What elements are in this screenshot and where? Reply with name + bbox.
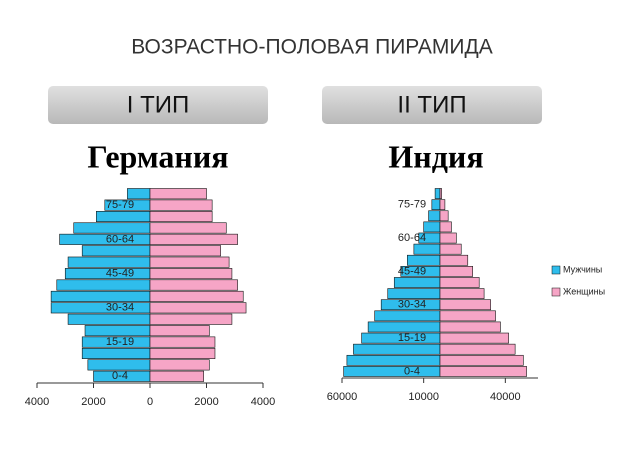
category-label: 0-4 [404, 365, 420, 377]
legend-label: Женщины [563, 286, 605, 296]
bar [127, 188, 151, 200]
bar [81, 347, 151, 359]
slide-title: ВОЗРАСТНО-ПОЛОВАЯ ПИРАМИДА [131, 36, 493, 59]
bar [439, 188, 442, 199]
bar [423, 221, 441, 233]
bar [149, 211, 213, 223]
bar [149, 199, 213, 211]
bar [413, 243, 441, 255]
bar [149, 313, 233, 325]
bar [59, 233, 151, 245]
type-header: I ТИП [127, 91, 190, 118]
header-box [322, 86, 542, 124]
bar [149, 347, 216, 359]
category-label: 60-64 [106, 233, 134, 245]
category-label: 45-49 [398, 265, 426, 277]
bar [149, 188, 207, 200]
bar [149, 279, 238, 291]
bar [439, 243, 462, 255]
bar [439, 366, 527, 377]
bar [73, 222, 151, 234]
bar [393, 277, 441, 288]
bar [67, 313, 151, 325]
bar [149, 256, 230, 268]
bar [439, 221, 452, 233]
type-header: II ТИП [397, 91, 466, 118]
bar [149, 302, 247, 314]
x-tick-label: 0 [147, 396, 153, 408]
chart-title: Индия [388, 138, 483, 174]
bar [439, 332, 509, 344]
category-label: 15-19 [398, 332, 426, 344]
x-tick-label: 60000 [327, 391, 358, 403]
bar [149, 245, 221, 257]
bar [439, 199, 446, 211]
header-box [48, 86, 268, 124]
x-tick-label: 10000 [408, 391, 439, 403]
x-tick-label: 2000 [81, 396, 105, 408]
bar [434, 188, 441, 199]
bar [439, 266, 473, 277]
bar [439, 210, 449, 222]
bar [96, 211, 151, 223]
legend-swatch [551, 265, 561, 275]
bar [50, 302, 151, 314]
bar [346, 354, 441, 366]
category-label: 75-79 [398, 199, 426, 211]
legend-swatch [551, 287, 561, 297]
bar [149, 325, 210, 337]
bar [56, 279, 151, 291]
bar [353, 343, 441, 355]
category-label: 15-19 [106, 336, 134, 348]
x-tick-label: 4000 [251, 396, 275, 408]
x-tick-label: 40000 [490, 391, 521, 403]
bar [367, 321, 441, 333]
legend-label: Мужчины [563, 264, 602, 274]
bar [149, 370, 204, 382]
bar [407, 254, 441, 266]
category-label: 45-49 [106, 267, 134, 279]
bar [50, 290, 151, 302]
bar [387, 288, 441, 299]
bar [439, 254, 469, 266]
bar [87, 359, 151, 371]
bar [149, 290, 244, 302]
chart-title: Германия [87, 138, 228, 174]
x-tick-label: 4000 [25, 396, 49, 408]
category-label: 60-64 [398, 232, 426, 244]
bar [439, 354, 524, 366]
bar [84, 325, 151, 337]
bar [81, 245, 151, 257]
bar [439, 299, 491, 311]
bar [149, 336, 216, 348]
category-label: 30-34 [398, 299, 426, 311]
bar [149, 359, 210, 371]
bar [149, 233, 238, 245]
bar [428, 210, 441, 222]
bar [439, 343, 516, 355]
category-label: 75-79 [106, 199, 134, 211]
bar [431, 199, 441, 211]
bar [439, 310, 496, 322]
category-label: 0-4 [112, 370, 128, 382]
bar [149, 268, 233, 280]
category-label: 30-34 [106, 302, 134, 314]
bar [374, 310, 441, 322]
bar [439, 232, 457, 244]
bar [439, 288, 485, 299]
bar [439, 277, 480, 288]
bar [343, 366, 441, 377]
bar [149, 222, 227, 234]
x-tick-label: 2000 [194, 396, 218, 408]
bar [439, 321, 501, 333]
bar [67, 256, 151, 268]
